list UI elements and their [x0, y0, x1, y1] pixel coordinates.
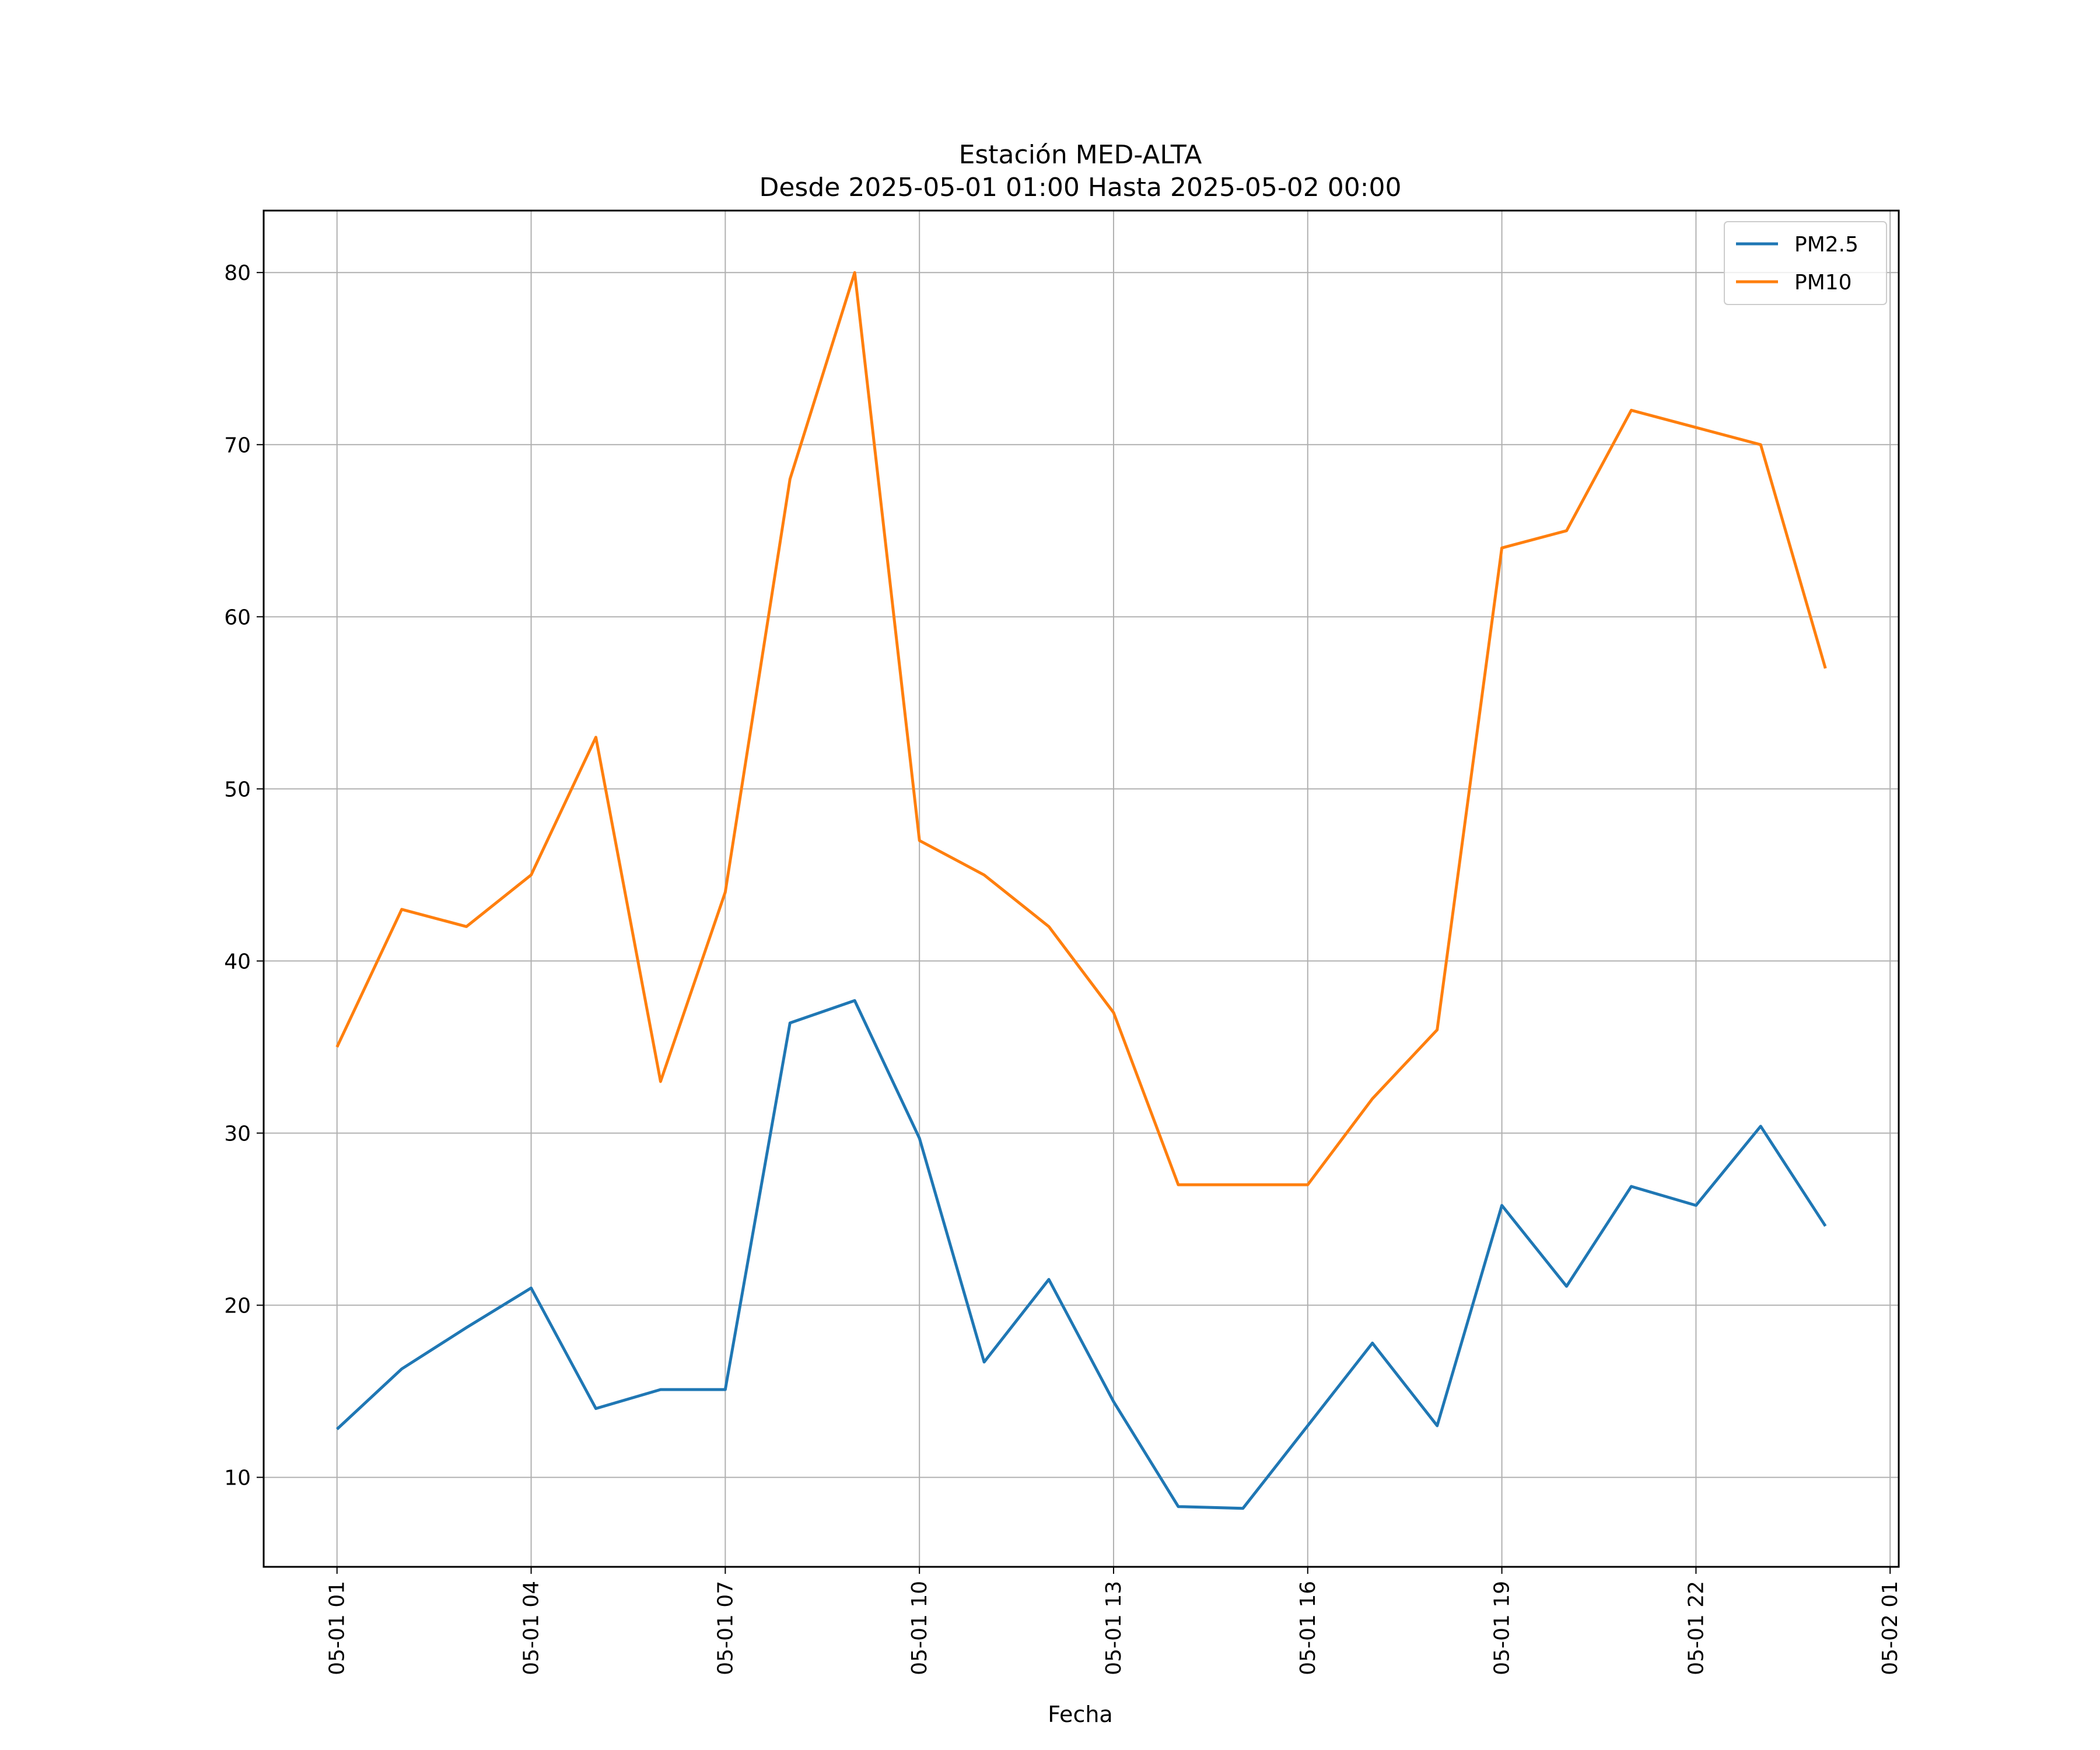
- series-line-pm25: [335, 999, 1827, 1510]
- chart-title: Estación MED-ALTA: [959, 140, 1202, 170]
- plot-frame: [262, 209, 1900, 1568]
- x-tick-label: 05-01 13: [1102, 1581, 1126, 1675]
- legend-label: PM10: [1794, 271, 1852, 295]
- legend-label: PM2.5: [1794, 233, 1859, 257]
- x-tick-label: 05-01 04: [520, 1581, 544, 1675]
- y-axis: 10 20 30 40 50 60 70 80: [224, 261, 264, 1490]
- chart-subtitle: Desde 2025-05-01 01:00 Hasta 2025-05-02 …: [759, 173, 1401, 202]
- y-tick-label: 80: [224, 261, 251, 285]
- x-tick-label: 05-02 01: [1878, 1581, 1902, 1675]
- y-tick-label: 10: [224, 1466, 251, 1490]
- x-tick-label: 05-01 19: [1490, 1581, 1514, 1675]
- y-tick-label: 20: [224, 1294, 251, 1318]
- x-tick-label: 05-01 10: [908, 1581, 932, 1675]
- series-line-pm10: [335, 271, 1827, 1186]
- x-axis-label: Fecha: [1048, 1702, 1112, 1727]
- x-tick-label: 05-01 07: [713, 1581, 737, 1675]
- x-tick-label: 05-01 22: [1684, 1581, 1708, 1675]
- y-tick-label: 40: [224, 950, 251, 974]
- grid: [264, 211, 1899, 1567]
- y-tick-label: 70: [224, 433, 251, 457]
- y-tick-label: 50: [224, 778, 251, 802]
- y-tick-label: 60: [224, 606, 251, 629]
- legend: PM2.5 PM10: [1724, 221, 1887, 305]
- x-tick-label: 05-01 01: [326, 1581, 349, 1675]
- y-tick-label: 30: [224, 1122, 251, 1146]
- x-tick-label: 05-01 16: [1296, 1581, 1320, 1675]
- series-lines: [335, 271, 1827, 1510]
- x-axis: 05-01 01 05-01 04 05-01 07 05-01 10 05-01 13…: [326, 1567, 1902, 1675]
